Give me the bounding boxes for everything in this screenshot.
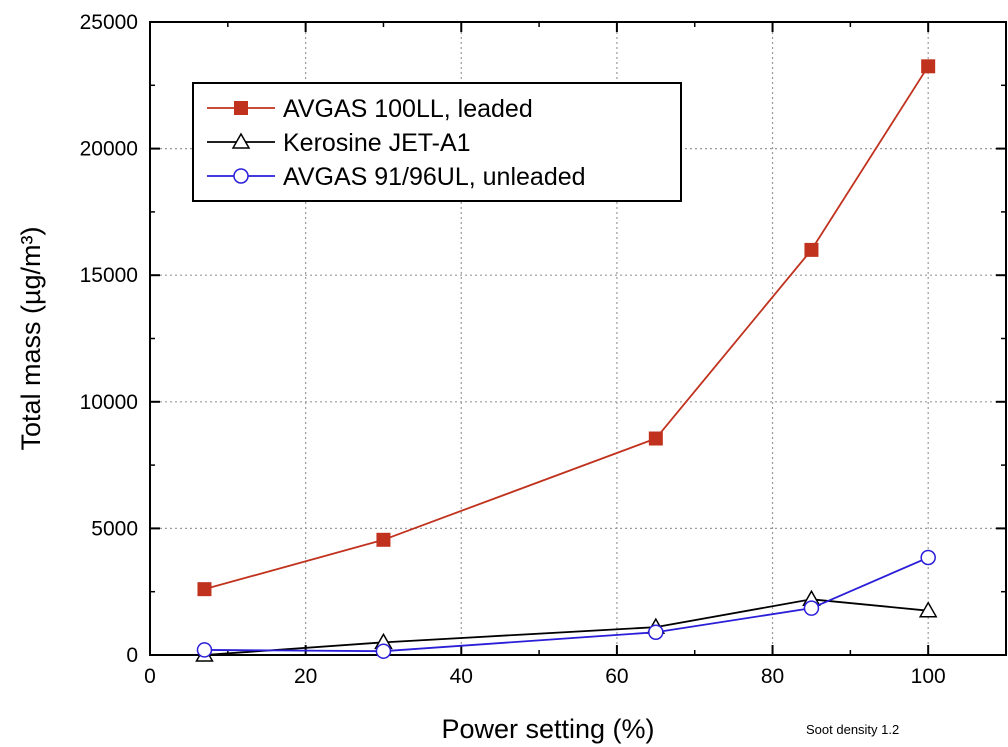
x-tick-label: 0 <box>144 665 156 688</box>
x-tick-label: 60 <box>605 665 628 688</box>
ticks-layer: 0 20 40 60 80 100 0 5000 10000 15000 20000 25000 <box>80 11 1006 688</box>
x-tick-label: 100 <box>911 665 946 688</box>
legend-circle-marker <box>233 168 249 184</box>
legend-label: Kerosine JET-A1 <box>283 129 471 157</box>
data-point-square-marker <box>804 242 819 257</box>
y-tick-label: 10000 <box>80 391 138 414</box>
data-point-triangle-marker <box>918 601 938 618</box>
legend-square-marker <box>234 101 248 115</box>
annotation-note: Soot density 1.2 <box>806 722 899 737</box>
data-point-square-marker <box>921 59 936 74</box>
y-tick-label: 20000 <box>80 138 138 161</box>
y-tick-label: 0 <box>126 644 138 667</box>
x-tick-label: 20 <box>294 665 317 688</box>
y-tick-label: 25000 <box>80 11 138 34</box>
legend-label: AVGAS 91/96UL, unleaded <box>283 163 586 191</box>
data-point-circle-marker <box>920 549 936 566</box>
x-tick-label: 80 <box>761 665 784 688</box>
data-point-circle-marker <box>803 600 820 616</box>
y-tick-label: 5000 <box>91 517 138 540</box>
data-point-circle-marker <box>648 624 664 640</box>
x-axis-title: Power setting (%) <box>441 714 654 744</box>
series-layer <box>195 59 938 662</box>
y-axis-title: Total mass (µg/m³) <box>16 226 46 450</box>
data-point-square-marker <box>197 582 212 597</box>
data-point-square-marker <box>648 431 663 446</box>
legend: AVGAS 100LL, leaded Kerosine JET-A1 AVGAS … <box>192 82 682 202</box>
x-tick-label: 40 <box>450 665 473 688</box>
legend-triangle-marker <box>231 132 251 149</box>
data-point-circle-marker <box>196 642 213 658</box>
series-line <box>204 598 929 656</box>
series-line <box>204 556 929 653</box>
y-tick-label: 15000 <box>80 264 138 287</box>
legend-label: AVGAS 100LL, leaded <box>283 95 533 123</box>
data-point-square-marker <box>376 532 391 547</box>
series-3 <box>196 549 936 659</box>
series-1 <box>197 59 936 597</box>
data-point-circle-marker <box>375 643 392 659</box>
